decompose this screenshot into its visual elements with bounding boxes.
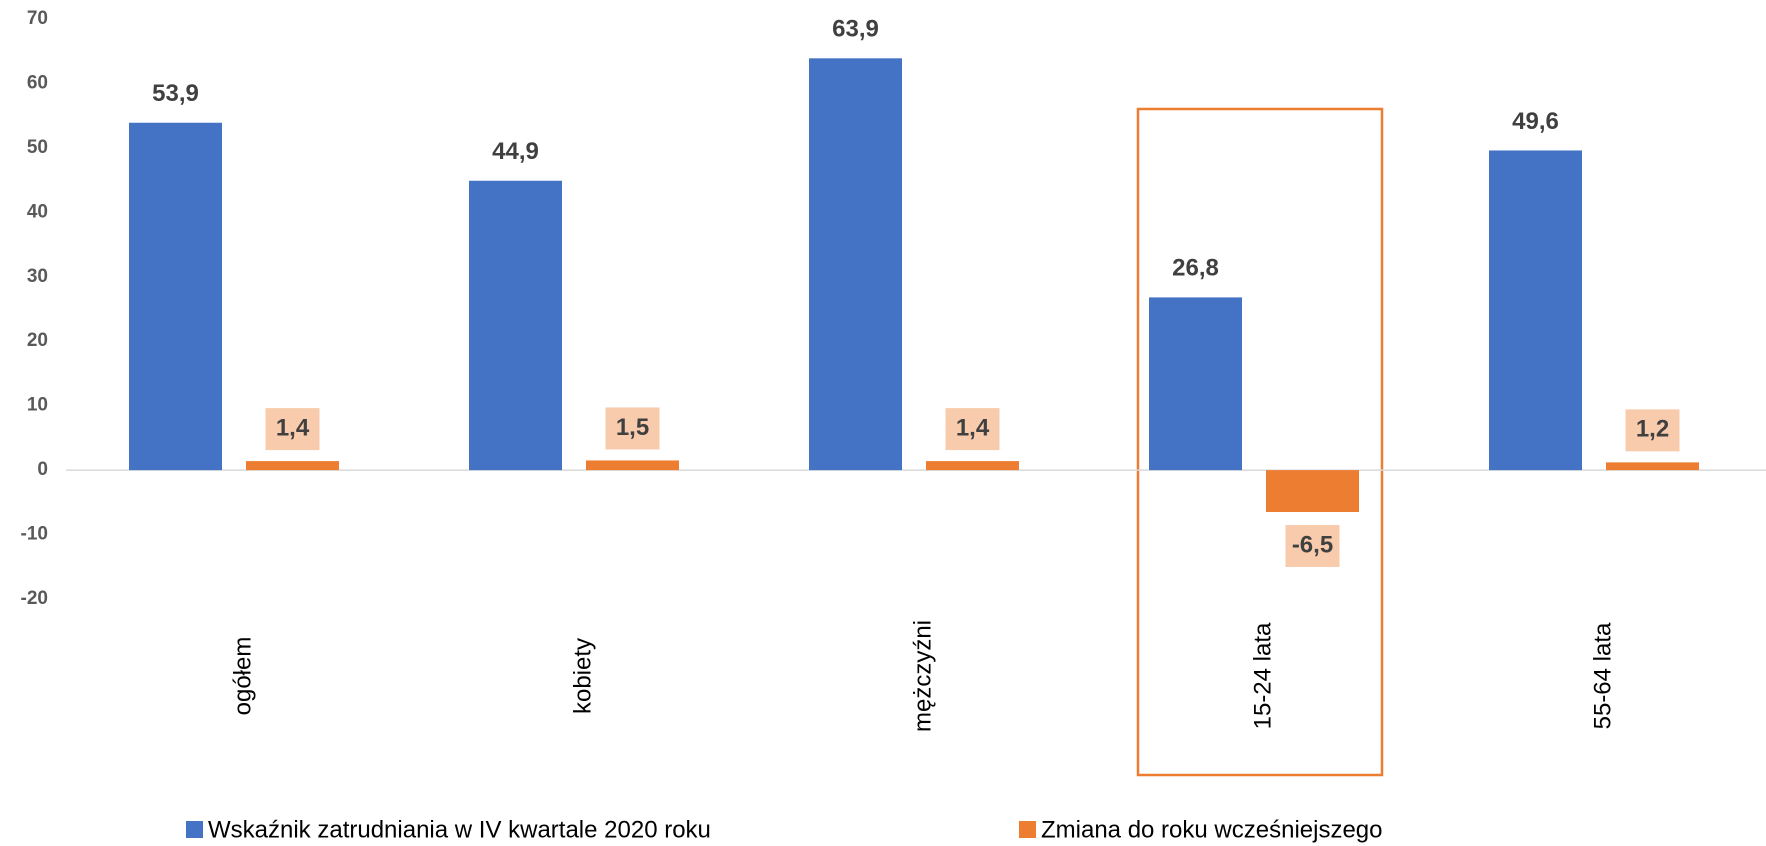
- bar: [809, 58, 902, 471]
- y-tick-label: 70: [27, 8, 48, 29]
- legend-label: Wskaźnik zatrudniania w IV kwartale 2020…: [208, 816, 711, 843]
- y-tick-label: 20: [27, 330, 48, 351]
- value-label: 1,5: [616, 414, 649, 441]
- y-tick-label: 30: [27, 266, 48, 287]
- x-tick-label: kobiety: [569, 638, 596, 714]
- bar: [1149, 297, 1242, 471]
- bar: [129, 122, 222, 471]
- value-label: 1,2: [1636, 416, 1669, 443]
- x-tick-label: mężczyźni: [909, 620, 936, 732]
- bar: [246, 461, 339, 471]
- y-tick-label: 0: [37, 459, 48, 480]
- value-label: 44,9: [492, 138, 539, 165]
- y-tick-label: -10: [21, 524, 48, 545]
- bar: [1266, 470, 1359, 512]
- y-tick-label: 40: [27, 201, 48, 222]
- value-label: 49,6: [1512, 108, 1559, 135]
- y-tick-label: -20: [21, 588, 48, 609]
- bar: [926, 461, 1019, 471]
- x-tick-label: 55-64 lata: [1589, 622, 1616, 729]
- bar: [586, 460, 679, 471]
- legend-swatch: [1019, 821, 1036, 838]
- x-tick-label: 15-24 lata: [1249, 622, 1276, 729]
- value-label: 26,8: [1172, 255, 1219, 282]
- value-label: 53,9: [152, 80, 199, 107]
- y-tick-label: 60: [27, 72, 48, 93]
- value-label-box: [605, 407, 660, 450]
- value-label: 63,9: [832, 16, 879, 43]
- bar: [1606, 462, 1699, 471]
- bar: [469, 180, 562, 471]
- highlight-box: [1136, 107, 1384, 777]
- value-label-box: [1625, 409, 1680, 452]
- value-label: 1,4: [276, 414, 310, 441]
- value-label: 1,4: [956, 414, 990, 441]
- legend-label: Zmiana do roku wcześniejszego: [1041, 816, 1383, 843]
- legend-swatch: [186, 821, 203, 838]
- bar: [1489, 150, 1582, 471]
- value-label: -6,5: [1292, 531, 1333, 558]
- x-tick-label: ogółem: [229, 637, 256, 716]
- y-tick-label: 50: [27, 137, 48, 158]
- value-label-box: [265, 408, 320, 451]
- y-tick-label: 10: [27, 395, 48, 416]
- value-label-box: [945, 408, 1000, 451]
- value-label-box: [1285, 525, 1340, 567]
